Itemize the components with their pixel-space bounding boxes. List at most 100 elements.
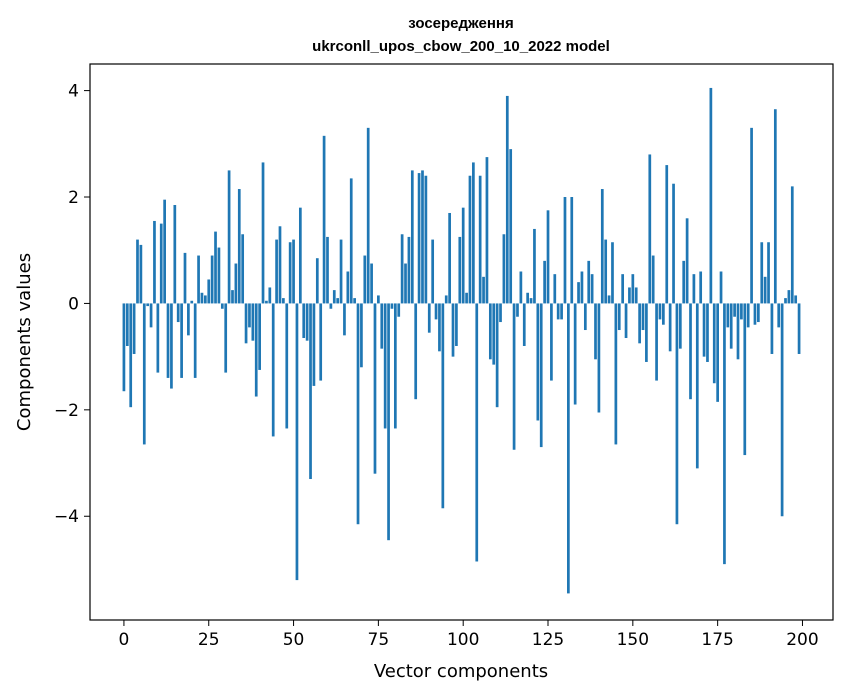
bar — [451, 303, 455, 357]
x-tick-label: 125 — [532, 630, 564, 650]
bar — [315, 258, 319, 304]
bar — [485, 157, 489, 304]
bar — [736, 303, 740, 360]
bar — [492, 303, 496, 365]
bar — [349, 178, 353, 304]
bar — [176, 303, 180, 323]
bar — [784, 298, 787, 304]
bar — [729, 303, 733, 349]
y-axis-label: Components values — [14, 253, 35, 431]
bar — [550, 303, 553, 381]
bar — [261, 162, 265, 304]
bar — [658, 303, 662, 320]
bar — [448, 212, 451, 304]
bar — [461, 207, 465, 304]
bar — [702, 303, 706, 357]
bar — [604, 239, 608, 304]
bar — [244, 303, 248, 344]
bar — [180, 303, 183, 378]
bar — [777, 303, 781, 328]
bar — [444, 295, 448, 304]
bar — [773, 109, 777, 304]
bar — [427, 303, 431, 333]
bar — [309, 303, 312, 480]
bar — [753, 303, 757, 325]
bar — [282, 298, 285, 304]
bar — [360, 303, 363, 368]
bar — [787, 290, 791, 304]
bar — [539, 303, 543, 448]
x-axis-ticks: 0 25 50 75 100 125 150 175 200 — [119, 620, 819, 650]
bar — [298, 207, 302, 304]
bar — [434, 303, 438, 320]
bar — [587, 260, 591, 304]
bar — [502, 234, 506, 304]
bar — [797, 303, 801, 354]
bar — [499, 303, 502, 323]
plot-frame — [89, 63, 834, 621]
bar — [617, 303, 621, 331]
bar — [173, 205, 177, 304]
bar — [628, 287, 631, 304]
bar — [641, 303, 645, 331]
bar — [458, 236, 462, 304]
bar — [723, 303, 726, 565]
bar — [648, 154, 652, 304]
bar — [132, 303, 136, 354]
bar — [614, 303, 618, 445]
bar — [421, 170, 424, 304]
bar — [634, 287, 638, 304]
bar — [163, 199, 166, 304]
bar — [159, 223, 163, 304]
bar — [455, 303, 458, 346]
x-tick-label: 200 — [786, 630, 818, 650]
bar — [760, 242, 764, 304]
bar — [757, 303, 760, 323]
bar — [750, 127, 753, 304]
bar — [217, 247, 221, 304]
bar — [675, 303, 679, 525]
bar — [332, 290, 336, 304]
y-tick-label: 2 — [68, 188, 79, 208]
bar — [682, 260, 686, 304]
x-tick-label: 50 — [283, 630, 305, 650]
bar — [227, 170, 231, 304]
bar — [695, 303, 699, 469]
bar — [611, 242, 614, 304]
bar — [404, 263, 407, 304]
bar — [594, 303, 597, 360]
bar — [516, 303, 519, 317]
bar — [149, 303, 153, 328]
bar — [560, 303, 563, 320]
bar — [662, 303, 665, 325]
bar — [343, 303, 346, 336]
bar — [220, 303, 224, 309]
bar — [706, 303, 709, 362]
bar — [139, 244, 143, 304]
bar — [387, 303, 390, 541]
bar — [190, 300, 194, 304]
bar — [383, 303, 387, 429]
bar — [197, 255, 200, 304]
bar — [672, 183, 675, 304]
bar — [536, 303, 540, 421]
bar — [712, 303, 716, 384]
bar — [346, 271, 350, 304]
bar — [665, 165, 669, 304]
bar — [170, 303, 173, 389]
bar — [373, 303, 377, 474]
bar — [709, 87, 713, 304]
bar — [624, 303, 628, 339]
bar — [312, 303, 316, 386]
bar — [278, 226, 282, 304]
x-tick-label: 25 — [198, 630, 220, 650]
bar — [265, 300, 268, 304]
bar — [193, 303, 197, 378]
bar — [237, 189, 241, 304]
bar — [505, 95, 509, 304]
bar — [295, 303, 299, 581]
chart-subtitle: ukrconll_upos_cbow_200_10_2022 model — [312, 38, 610, 55]
bar — [187, 303, 190, 336]
